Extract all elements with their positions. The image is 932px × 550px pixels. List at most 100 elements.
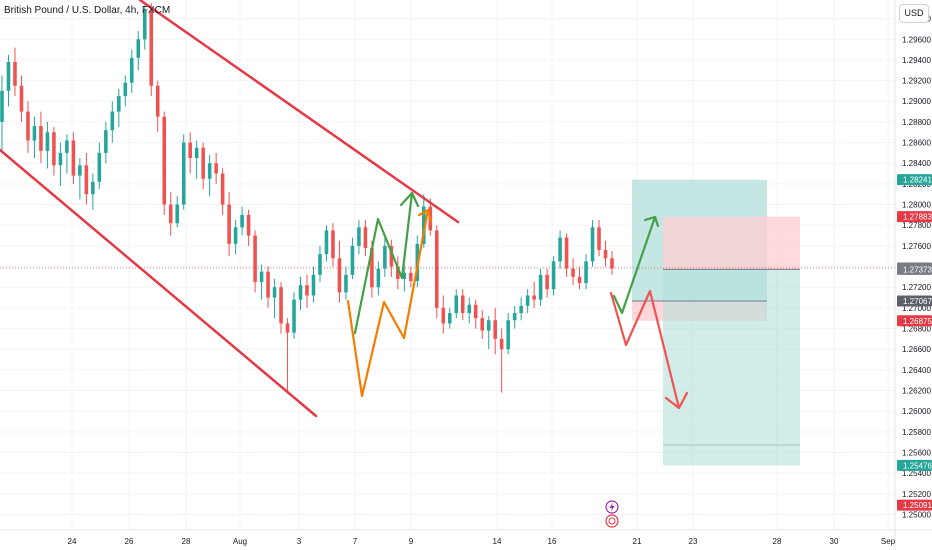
candle-body	[272, 287, 277, 298]
candle-body	[435, 230, 439, 308]
candle-body	[331, 230, 335, 259]
symbol-title: British Pound / U.S. Dollar, 4h, FXCM	[4, 5, 171, 16]
candle-body	[467, 304, 472, 314]
green-projection-arrowhead[interactable]	[643, 215, 660, 228]
candle-body	[376, 268, 381, 288]
candle-body	[506, 320, 510, 350]
candle-body	[383, 245, 387, 269]
candle-body	[149, 10, 154, 86]
candle-body	[422, 206, 426, 244]
candle-body	[447, 313, 452, 324]
candle-body	[194, 147, 199, 159]
candle-body	[136, 39, 141, 58]
candle-body	[240, 214, 244, 228]
price-tag	[897, 499, 932, 511]
orange-arrowhead[interactable]	[417, 208, 433, 223]
candle-body	[91, 181, 95, 195]
event-icons[interactable]	[605, 500, 619, 528]
candle-body	[214, 163, 218, 174]
price-tag-label: 1.28241	[903, 176, 932, 185]
x-tick-label: 24	[68, 537, 77, 546]
y-tick-label: 1.28800	[902, 118, 931, 127]
candle-body	[279, 287, 283, 324]
candle-body	[227, 204, 231, 244]
flag-glyph	[608, 517, 616, 525]
y-tick-label: 1.27200	[902, 283, 931, 292]
y-tick-label: 1.26800	[902, 325, 931, 334]
candle-body	[499, 338, 504, 350]
candles	[0, 3, 614, 393]
price-tag-label: 1.27067	[903, 297, 932, 306]
green-pattern-arrow[interactable]	[353, 191, 414, 335]
y-tick-label: 1.27600	[902, 242, 931, 251]
lower-trendline[interactable]	[0, 148, 318, 418]
candle-body	[233, 227, 238, 244]
candle-body	[610, 258, 614, 269]
red-projection-arrowhead[interactable]	[664, 391, 689, 410]
candle-body	[259, 271, 264, 283]
y-tick-label: 1.28600	[902, 139, 931, 148]
price-tag-label: 1.27883	[903, 213, 932, 222]
candle-body	[110, 111, 115, 131]
x-tick-label: 23	[689, 537, 698, 546]
candle-body	[402, 272, 407, 279]
y-tick-label: 1.26400	[902, 366, 931, 375]
candle-body	[253, 235, 257, 283]
orange-pattern-arrow[interactable]	[346, 208, 430, 398]
price-tag	[897, 459, 932, 471]
y-tick-label: 1.29000	[902, 97, 931, 106]
y-tick-label: 1.25600	[902, 449, 931, 458]
x-tick-label: 28	[773, 537, 782, 546]
candle-body	[305, 285, 309, 296]
x-tick-label: 21	[633, 537, 642, 546]
candle-body	[389, 245, 394, 267]
x-tick-label: 26	[125, 537, 134, 546]
price-tag	[897, 263, 932, 275]
upper-trendline[interactable]	[138, 0, 460, 224]
candle-body	[558, 237, 562, 262]
candle-body	[58, 152, 63, 166]
candle-body	[71, 140, 76, 176]
candle-body	[441, 307, 446, 324]
candle-body	[188, 142, 192, 159]
y-tick-label: 1.27800	[902, 221, 931, 230]
candle-body	[52, 132, 56, 166]
candle-body	[6, 61, 11, 91]
candle-body	[493, 320, 497, 339]
y-tick-label: 1.27000	[902, 304, 931, 313]
y-tick-label: 1.26600	[902, 345, 931, 354]
x-tick-label: 9	[409, 537, 414, 546]
candle-body	[350, 245, 355, 275]
candle-body	[39, 126, 43, 151]
candle-body	[551, 261, 556, 290]
candle-body	[201, 147, 205, 179]
candle-body	[168, 204, 173, 224]
candle-body	[324, 230, 329, 255]
y-tick-label: 1.26000	[902, 407, 931, 416]
red-projection-arrow[interactable]	[609, 289, 681, 410]
green-arrowhead[interactable]	[399, 191, 420, 208]
candle-body	[545, 274, 549, 290]
x-tick-label: 14	[493, 537, 502, 546]
candle-body	[525, 295, 530, 306]
candle-body	[292, 299, 296, 333]
candle-body	[19, 85, 24, 112]
y-tick-label: 1.28400	[902, 159, 931, 168]
candle-body	[220, 173, 225, 205]
candle-body	[473, 304, 478, 319]
candle-body	[32, 126, 37, 141]
position-zones[interactable]	[0, 179, 895, 466]
candle-body	[454, 295, 459, 314]
short-target-zone[interactable]	[663, 269, 800, 466]
currency-button[interactable]: USD	[899, 4, 929, 23]
candle-body	[370, 247, 374, 288]
candle-body	[311, 274, 316, 296]
y-tick-label: 1.25800	[902, 428, 931, 437]
flag-event-icon[interactable]	[605, 514, 619, 528]
x-tick-label: Aug	[233, 537, 247, 546]
green-projection-arrow[interactable]	[612, 215, 657, 315]
drawings[interactable]	[0, 0, 689, 418]
short-stop-zone[interactable]	[663, 216, 800, 270]
candle-body	[207, 163, 212, 179]
